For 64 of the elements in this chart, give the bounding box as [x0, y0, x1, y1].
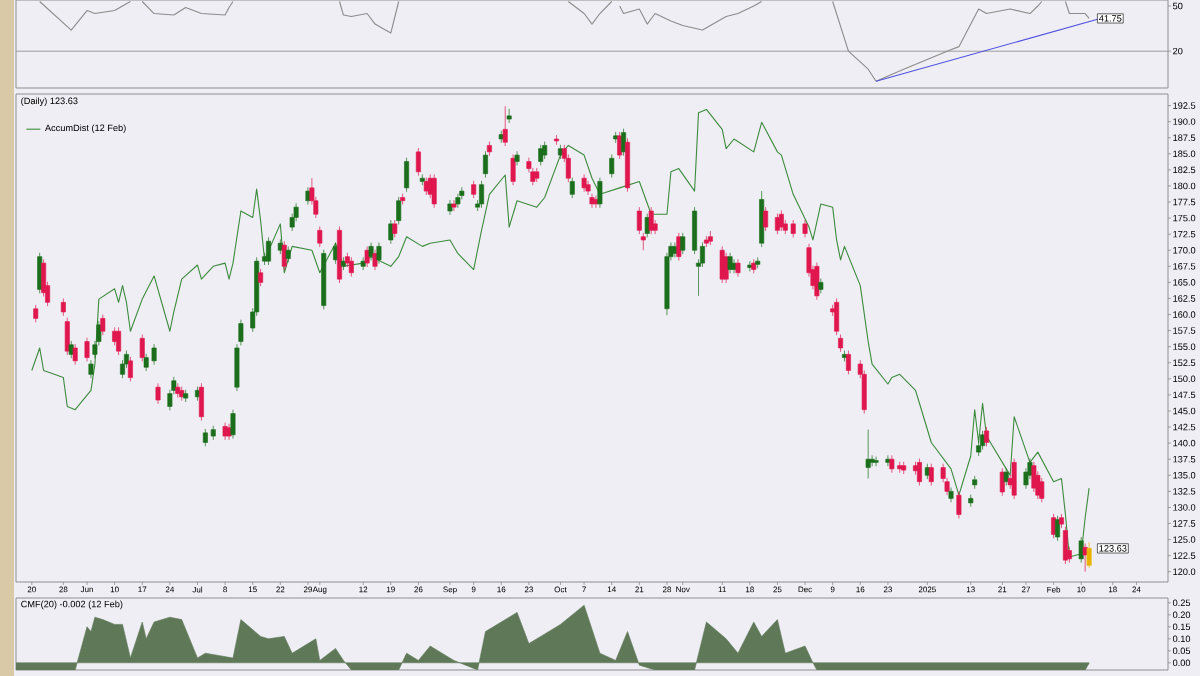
candlestick [680, 232, 686, 255]
candlestick [368, 242, 374, 261]
candlestick [404, 157, 410, 193]
candlestick [455, 193, 461, 209]
candlestick [451, 199, 457, 212]
candlestick [778, 210, 784, 232]
candlestick [447, 199, 453, 216]
candlestick [139, 334, 145, 362]
candlestick [479, 180, 484, 209]
candlestick [1031, 461, 1037, 493]
candlestick [317, 226, 323, 248]
candlestick [759, 190, 765, 248]
candlestick [506, 108, 512, 124]
candlestick [802, 219, 808, 238]
candlestick [1086, 541, 1092, 569]
candlestick [763, 206, 769, 232]
candlestick [364, 246, 370, 268]
candlestick [593, 195, 599, 209]
candlestick [1078, 536, 1084, 564]
candlestick [127, 356, 133, 382]
candlestick [1039, 477, 1045, 503]
candlestick [84, 337, 90, 362]
candlestick [644, 213, 650, 238]
candlestick [155, 382, 161, 405]
candlestick [100, 314, 106, 336]
candlestick [735, 258, 741, 277]
candlestick [120, 359, 125, 379]
candlestick [376, 242, 382, 265]
candlestick [865, 429, 871, 479]
candlestick [72, 343, 78, 366]
candlestick [948, 487, 954, 503]
candlestick [569, 177, 575, 199]
candlestick [538, 144, 544, 166]
candlestick [116, 327, 122, 356]
candlestick [597, 177, 603, 209]
candlestick [621, 128, 627, 157]
candlestick [483, 150, 488, 178]
candlestick [372, 249, 378, 271]
candlestick [719, 246, 725, 284]
candlestick [723, 252, 729, 284]
candlestick [222, 422, 228, 441]
candlestick [151, 343, 157, 366]
candlestick [88, 359, 94, 379]
candlestick [226, 423, 232, 441]
candlestick [510, 154, 516, 186]
candlestick [431, 174, 437, 209]
candlestick [514, 150, 520, 166]
candlestick [1023, 467, 1029, 490]
candlestick [676, 232, 682, 261]
candlestick [731, 258, 737, 274]
candlestick [64, 317, 70, 356]
candlestick [581, 174, 587, 193]
candlestick [1082, 543, 1088, 573]
candlestick [625, 138, 630, 193]
candlestick [984, 426, 989, 447]
candlestick [648, 206, 654, 235]
candlestick [609, 154, 615, 178]
candlestick [956, 491, 962, 519]
candlestick [415, 147, 421, 177]
line-series [31, 108, 1090, 558]
candlestick [348, 256, 354, 277]
candlestick [230, 409, 236, 439]
candlestick [396, 196, 402, 225]
candlestick [727, 252, 733, 274]
